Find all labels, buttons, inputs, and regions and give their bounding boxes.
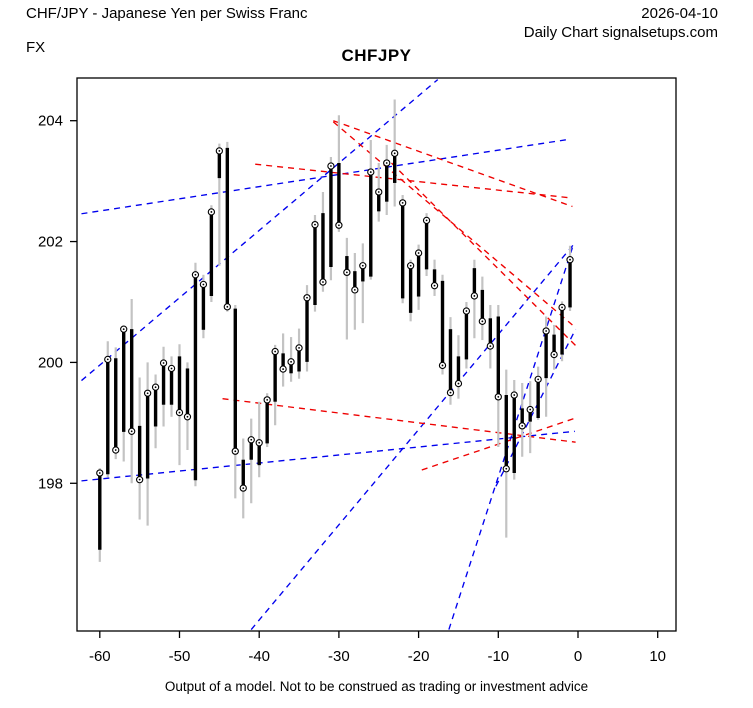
bar-open-marker-dot [298, 347, 300, 349]
bar-open-marker-dot [569, 258, 571, 261]
chart-date: 2026-04-10 [641, 5, 718, 22]
bar-open-marker-dot [178, 411, 181, 414]
bar-open-marker-dot [385, 162, 388, 164]
blue-trendline [448, 247, 574, 630]
blue-trendline [81, 79, 439, 382]
bar-open-marker-dot [234, 450, 237, 453]
bar-open-marker-dot [369, 171, 372, 173]
bar-open-marker-dot [513, 394, 516, 396]
bar-open-marker-dot [290, 360, 292, 363]
y-axis-label: 200 [38, 354, 63, 371]
bar-open-marker-dot [314, 223, 316, 226]
market-label: FX [26, 39, 46, 56]
bar-open-marker-dot [138, 478, 141, 481]
bar-open-marker-dot [258, 441, 261, 444]
bar-open-marker-dot [449, 391, 452, 394]
red-trendline [255, 163, 573, 199]
bar-open-marker-dot [226, 305, 229, 308]
bar-open-marker-dot [250, 438, 253, 441]
bar-open-marker-dot [497, 395, 500, 398]
bar-open-marker-dot [393, 152, 396, 155]
y-axis-label: 198 [38, 475, 63, 492]
bar-open-marker-dot [537, 378, 540, 381]
x-axis-label: 0 [574, 648, 582, 665]
bar-open-marker-dot [242, 487, 245, 490]
x-axis-label: -20 [408, 648, 430, 665]
blue-trendline [81, 138, 569, 215]
bar-open-marker-dot [521, 424, 524, 427]
bar-open-marker-dot [282, 368, 285, 370]
blue-trendline [81, 430, 575, 482]
bar-open-marker-dot [361, 264, 364, 267]
bar-open-marker-dot [130, 430, 133, 433]
bar-open-marker-dot [218, 150, 221, 152]
blue-trendline [250, 243, 575, 630]
bar-open-marker-dot [154, 386, 157, 389]
bar-open-marker-dot [417, 252, 420, 254]
bar-open-marker-dot [274, 350, 277, 353]
x-axis-label: -30 [328, 648, 350, 665]
bar-open-marker-dot [473, 295, 476, 297]
bar-open-marker-dot [441, 364, 444, 367]
chart-source: Daily Chart signalsetups.com [523, 24, 718, 41]
bar-open-marker-dot [505, 467, 508, 470]
bar-open-marker-dot [202, 283, 205, 286]
disclaimer-text: Output of a model. Not to be construed a… [164, 679, 589, 694]
bar-open-marker-dot [322, 281, 324, 283]
bar-open-marker-dot [106, 358, 109, 361]
bar-open-marker-dot [553, 353, 555, 356]
bar-open-marker-dot [345, 271, 348, 274]
instrument-title: CHF/JPY - Japanese Yen per Swiss Franc [26, 5, 308, 22]
y-axis-label: 204 [38, 113, 63, 130]
bar-open-marker-dot [433, 284, 436, 287]
x-axis-label: -60 [89, 648, 111, 665]
bar-open-marker-dot [457, 382, 460, 385]
bar-open-marker-dot [306, 296, 308, 299]
bar-open-marker-dot [330, 165, 332, 167]
bar-open-marker-dot [114, 449, 117, 451]
page-title: CHFJPY [341, 46, 412, 65]
bar-open-marker-dot [465, 310, 468, 312]
x-axis-label: -10 [487, 648, 509, 665]
red-trendline [333, 120, 573, 208]
bar-open-marker-dot [146, 392, 149, 395]
x-axis-label: -40 [248, 648, 270, 665]
bar-open-marker-dot [425, 219, 428, 222]
y-axis-label: 202 [38, 234, 63, 251]
bar-open-marker-dot [210, 211, 213, 213]
bar-open-marker-dot [338, 224, 340, 227]
bar-open-marker-dot [266, 398, 269, 401]
x-axis-label: -50 [169, 648, 191, 665]
red-trendline [222, 398, 576, 443]
bar-open-marker-dot [401, 201, 404, 204]
bar-open-marker-dot [98, 472, 101, 474]
bar-open-marker-dot [194, 273, 197, 276]
bar-open-marker-dot [377, 191, 380, 193]
bar-open-marker-dot [122, 328, 125, 331]
bar-open-marker-dot [481, 320, 484, 323]
x-axis-label: 10 [649, 648, 666, 665]
bar-open-marker-dot [353, 289, 356, 291]
bar-open-marker-dot [529, 408, 532, 411]
red-trendline [332, 121, 573, 326]
bar-open-marker-dot [409, 264, 412, 267]
bar-open-marker-dot [561, 306, 563, 309]
bar-open-marker-dot [162, 362, 165, 364]
bar-open-marker-dot [170, 367, 173, 370]
bar-open-marker-dot [545, 330, 548, 332]
bar-open-marker-dot [489, 345, 492, 348]
bar-open-marker-dot [186, 415, 189, 418]
plot-frame [76, 77, 677, 632]
